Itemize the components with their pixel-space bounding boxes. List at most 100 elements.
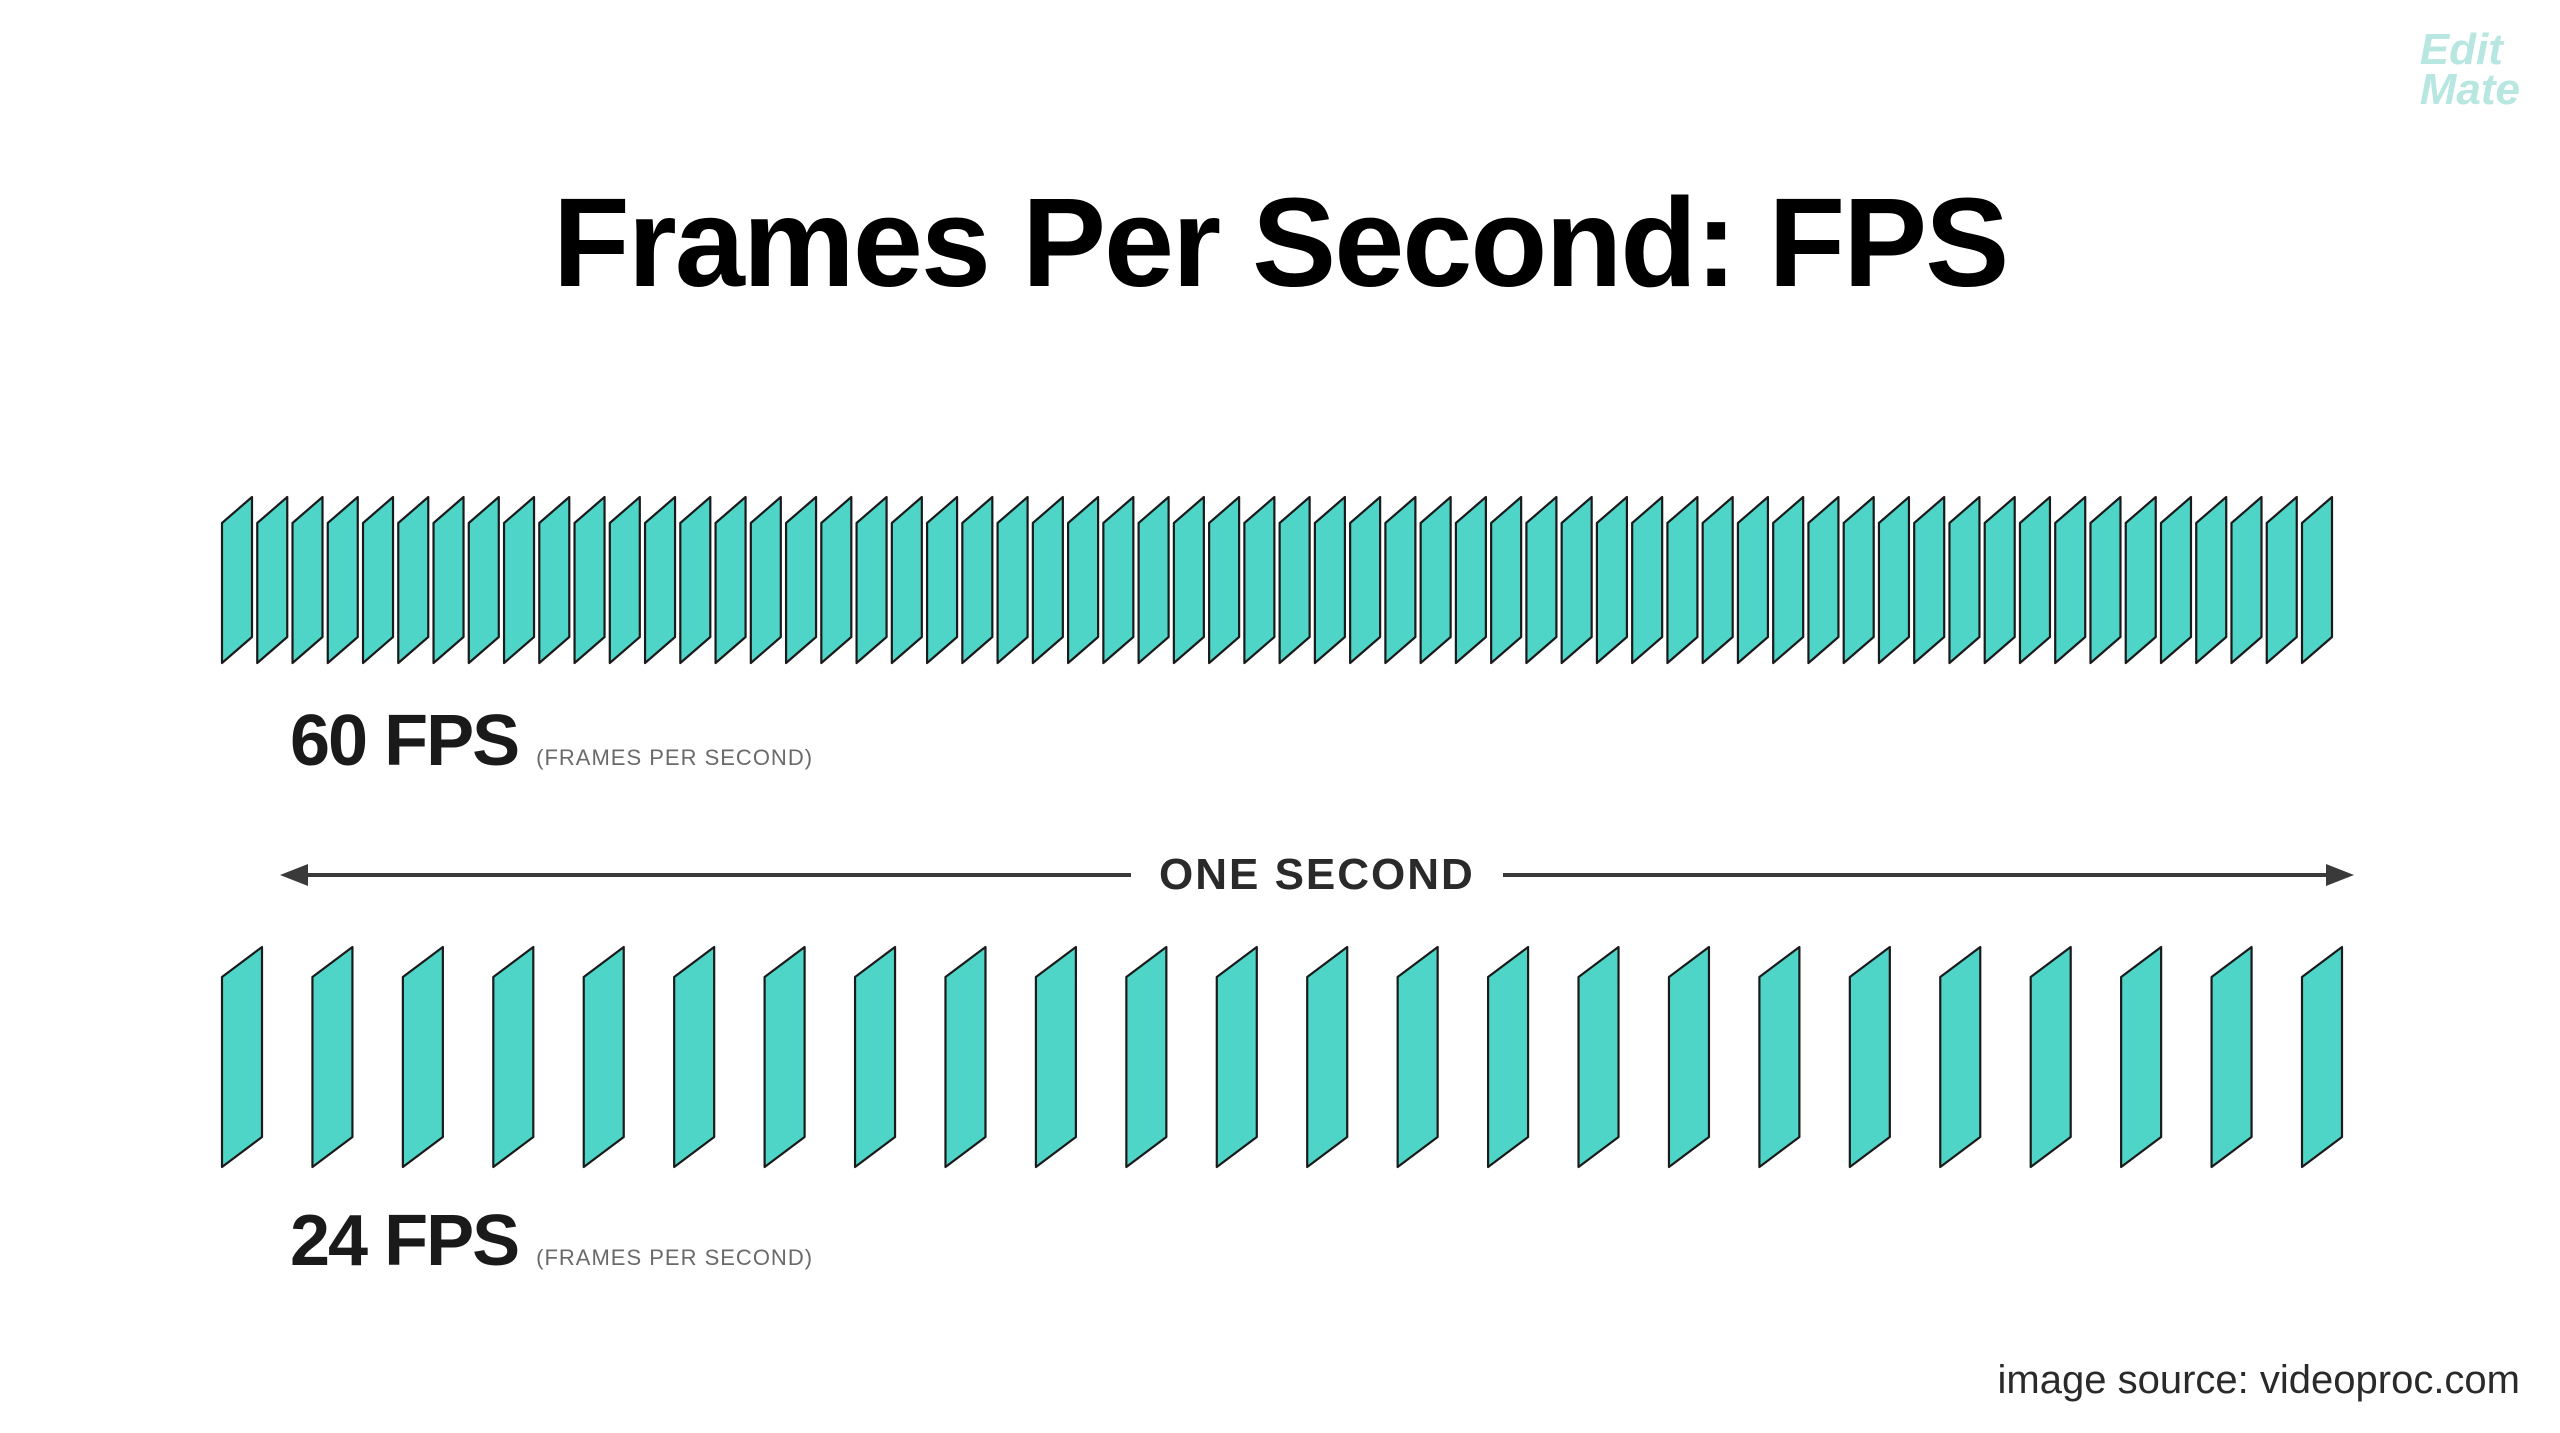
- frame: [1421, 497, 1451, 663]
- frame: [398, 497, 428, 663]
- frame: [2055, 497, 2085, 663]
- frame: [222, 497, 252, 663]
- frame: [1759, 947, 1799, 1167]
- row-label: 24 FPS(FRAMES PER SECOND): [290, 1200, 813, 1282]
- frame: [434, 497, 464, 663]
- frame: [1985, 497, 2015, 663]
- source-attribution: image source: videoproc.com: [1998, 1358, 2520, 1403]
- frame: [892, 497, 922, 663]
- frame: [674, 947, 714, 1167]
- frame: [610, 497, 640, 663]
- frame: [1126, 947, 1166, 1167]
- frame: [1307, 947, 1347, 1167]
- frame: [584, 947, 624, 1167]
- frame: [927, 497, 957, 663]
- frame: [1033, 497, 1063, 663]
- frame: [1597, 497, 1627, 663]
- frame: [1738, 497, 1768, 663]
- frame: [1940, 947, 1980, 1167]
- frame: [1879, 497, 1909, 663]
- frame: [1315, 497, 1345, 663]
- frame: [1808, 497, 1838, 663]
- frame: [1174, 497, 1204, 663]
- frames-row-24: [220, 945, 2420, 1175]
- frame: [493, 947, 533, 1167]
- frames-row-60: [220, 495, 2384, 671]
- frame: [1526, 497, 1556, 663]
- frame: [1139, 497, 1169, 663]
- frame: [2031, 947, 2071, 1167]
- frame: [2302, 947, 2342, 1167]
- frame: [2196, 497, 2226, 663]
- frame: [363, 497, 393, 663]
- frame: [855, 947, 895, 1167]
- logo-line2: Mate: [2420, 70, 2520, 110]
- frame: [1456, 497, 1486, 663]
- frame: [645, 497, 675, 663]
- frame: [821, 497, 851, 663]
- arrow-right-icon: [1503, 860, 2354, 890]
- page-title: Frames Per Second: FPS: [0, 170, 2560, 315]
- frame: [765, 947, 805, 1167]
- frame: [998, 497, 1028, 663]
- frame: [257, 497, 287, 663]
- frame: [1209, 497, 1239, 663]
- timeline-label: ONE SECOND: [1131, 850, 1503, 900]
- logo: Edit Mate: [2420, 30, 2520, 109]
- frame: [1667, 497, 1697, 663]
- frame: [504, 497, 534, 663]
- frame: [222, 947, 262, 1167]
- frame: [1244, 497, 1274, 663]
- frame: [293, 497, 323, 663]
- frame: [2212, 947, 2252, 1167]
- frame: [2126, 497, 2156, 663]
- frame: [786, 497, 816, 663]
- fps-sublabel: (FRAMES PER SECOND): [536, 745, 813, 771]
- frame: [1850, 947, 1890, 1167]
- frame: [716, 497, 746, 663]
- frame: [469, 497, 499, 663]
- frame: [1491, 497, 1521, 663]
- frame: [1488, 947, 1528, 1167]
- arrow-left-icon: [280, 860, 1131, 890]
- frame: [575, 497, 605, 663]
- frame: [1914, 497, 1944, 663]
- fps-value: 60 FPS: [290, 700, 518, 782]
- frame: [1280, 497, 1310, 663]
- frame: [1562, 497, 1592, 663]
- frame: [1103, 497, 1133, 663]
- frame: [403, 947, 443, 1167]
- frame: [680, 497, 710, 663]
- frame: [1385, 497, 1415, 663]
- frame: [2020, 497, 2050, 663]
- frame: [2121, 947, 2161, 1167]
- frame: [2267, 497, 2297, 663]
- frame: [1773, 497, 1803, 663]
- row-label: 60 FPS (FRAMES PER SECOND): [290, 700, 813, 782]
- frame: [1844, 497, 1874, 663]
- frame: [312, 947, 352, 1167]
- frame: [1579, 947, 1619, 1167]
- timeline: ONE SECOND: [280, 850, 2354, 900]
- frame: [1398, 947, 1438, 1167]
- frame: [1068, 497, 1098, 663]
- frame: [2302, 497, 2332, 663]
- frame: [1632, 497, 1662, 663]
- frame: [1217, 947, 1257, 1167]
- frame: [1703, 497, 1733, 663]
- frame: [751, 497, 781, 663]
- frame: [1949, 497, 1979, 663]
- logo-line1: Edit: [2420, 30, 2520, 70]
- frame: [2161, 497, 2191, 663]
- frames-svg: [220, 945, 2420, 1175]
- frame: [2090, 497, 2120, 663]
- frame: [1350, 497, 1380, 663]
- frame: [945, 947, 985, 1167]
- frame: [328, 497, 358, 663]
- frame: [2231, 497, 2261, 663]
- frame: [1669, 947, 1709, 1167]
- fps-sublabel: (FRAMES PER SECOND): [536, 1245, 813, 1271]
- frame: [1036, 947, 1076, 1167]
- frame: [962, 497, 992, 663]
- frames-svg: [220, 495, 2384, 671]
